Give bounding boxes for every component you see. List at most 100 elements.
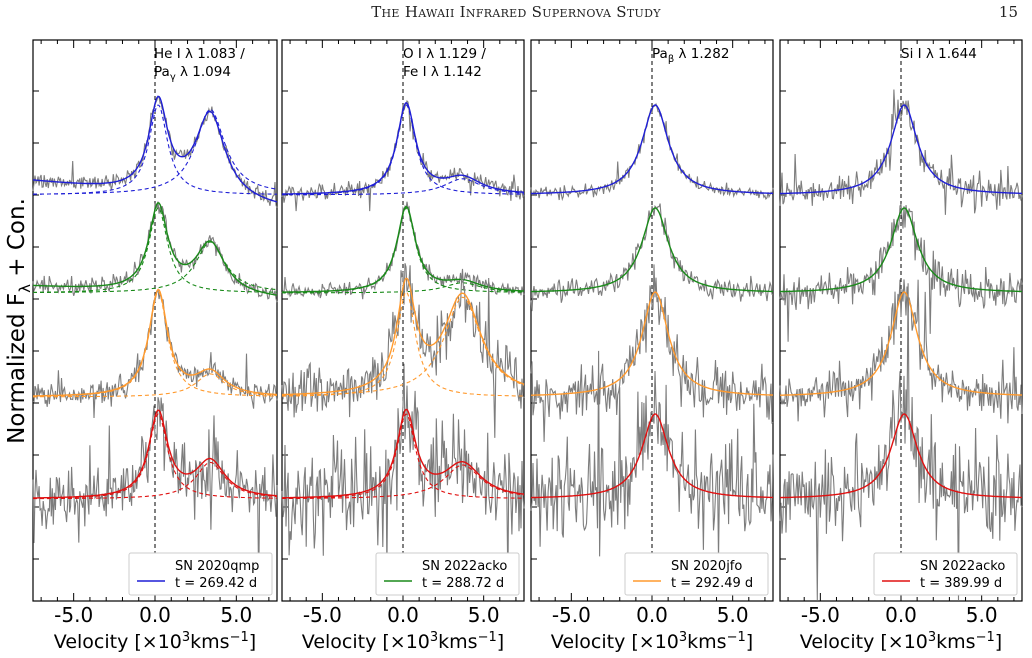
epoch-4-spectrum [32, 397, 278, 590]
data-spectrum-line [530, 264, 774, 442]
component-fit-line [281, 178, 525, 196]
legend-name: SN 2022acko [422, 559, 507, 574]
legend-time: t = 292.49 d [671, 576, 753, 591]
line-id-label: O I λ 1.129 / [403, 46, 486, 62]
total-fit-line [779, 291, 1023, 396]
total-fit-line [33, 288, 278, 397]
legend-name: SN 2022acko [920, 559, 1005, 574]
total-fit-line [531, 413, 773, 499]
data-spectrum-line [281, 263, 525, 438]
total-fit-line [780, 104, 1022, 195]
total-fit-line [530, 291, 774, 396]
epoch-3-spectrum [32, 288, 278, 419]
data-spectrum-line [32, 397, 278, 590]
epoch-3-spectrum [530, 264, 774, 442]
component-fit-line [33, 104, 277, 195]
epoch-1-spectrum [32, 95, 278, 208]
total-fit-line [282, 101, 524, 195]
epoch-4-spectrum [281, 363, 525, 587]
data-spectrum-line [779, 283, 1023, 601]
x-tick-label: 5.0 [220, 603, 252, 627]
legend: SN 2022acko t = 389.99 d [873, 552, 1018, 596]
legend-time: t = 389.99 d [920, 576, 1002, 591]
total-fit-line [33, 202, 278, 296]
x-axis-label: Velocity [×103kms−1] [302, 630, 504, 653]
x-tick-label: -5.0 [54, 603, 93, 627]
x-tick-label: 5.0 [468, 603, 500, 627]
legend-box [873, 552, 1018, 596]
data-spectrum-line [281, 201, 525, 300]
x-tick-label: 5.0 [966, 603, 998, 627]
total-fit-line [282, 277, 525, 396]
epoch-3-spectrum [779, 279, 1023, 424]
component-fit-line [33, 373, 277, 398]
x-axis-label: Velocity [×103kms−1] [54, 630, 256, 653]
data-spectrum-line [779, 203, 1023, 342]
total-fit-line [531, 207, 773, 293]
component-fit-line [33, 461, 277, 500]
component-fit-line [33, 413, 277, 499]
x-tick-label: -5.0 [303, 603, 342, 627]
epoch-2-spectrum [281, 201, 525, 300]
panel-3: -5.0 0.0 5.0 Velocity [×103kms−1] Paβ λ 1.28… [530, 39, 774, 653]
x-tick-label: 0.0 [636, 603, 668, 627]
component-fit-line [33, 291, 277, 397]
total-fit-line [780, 207, 1022, 293]
legend-box [624, 552, 769, 596]
line-id-label: Si I λ 1.644 [901, 46, 977, 62]
x-axis-label: Velocity [×103kms−1] [800, 630, 1002, 653]
epoch-1-spectrum [530, 102, 774, 202]
legend-time: t = 288.72 d [422, 576, 504, 591]
y-axis-label: Normalized Fλ + Con. [4, 198, 34, 444]
component-fit-line [33, 108, 278, 195]
x-axis-label: Velocity [×103kms−1] [551, 630, 753, 653]
line-id-label: Fe I λ 1.142 [403, 64, 482, 80]
epoch-2-spectrum [32, 201, 278, 303]
legend-box [375, 552, 520, 596]
component-fit-line [282, 104, 524, 195]
epoch-2-spectrum [779, 203, 1023, 342]
epoch-4-spectrum [779, 283, 1023, 601]
x-tick-label: 5.0 [717, 603, 749, 627]
running-head: The Hawaii Infrared Supernova Study [371, 3, 661, 21]
total-fit-line [33, 409, 278, 499]
total-fit-line [780, 413, 1022, 499]
panel-2: -5.0 0.0 5.0 Velocity [×103kms−1] O I λ 1.12… [281, 39, 525, 653]
total-fit-line [32, 95, 278, 203]
panel-1: -5.0 0.0 5.0 Velocity [×103kms−1] He I λ 1.0… [32, 39, 278, 653]
legend-time: t = 269.42 d [175, 576, 257, 591]
epoch-1-spectrum [281, 99, 525, 212]
component-fit-line [33, 241, 278, 294]
line-id-label: Paβ λ 1.282 [652, 46, 729, 65]
data-spectrum-line [530, 203, 773, 312]
legend: SN 2020qmp t = 269.42 d [128, 552, 273, 596]
x-tick-label: -5.0 [552, 603, 591, 627]
data-spectrum-line [281, 99, 525, 212]
epoch-1-spectrum [779, 89, 1023, 215]
legend-name: SN 2020qmp [175, 559, 259, 574]
data-spectrum-line [32, 201, 278, 303]
line-id-label: He I λ 1.083 / [154, 46, 245, 62]
x-tick-label: 0.0 [139, 603, 171, 627]
legend-name: SN 2020jfo [671, 559, 742, 574]
component-fit-line [282, 464, 525, 500]
total-fit-line [282, 205, 524, 293]
data-spectrum-line [779, 279, 1023, 424]
component-fit-line [33, 207, 277, 293]
x-tick-label: 0.0 [885, 603, 917, 627]
legend-box [128, 552, 273, 596]
x-tick-label: -5.0 [801, 603, 840, 627]
line-id-label: Paγ λ 1.094 [154, 64, 231, 83]
total-fit-line [531, 104, 773, 195]
component-fit-line [282, 413, 524, 499]
legend: SN 2022acko t = 288.72 d [375, 552, 520, 596]
epoch-4-spectrum [530, 350, 774, 560]
page-number: 15 [998, 3, 1018, 21]
legend: SN 2020jfo t = 292.49 d [624, 552, 769, 596]
total-fit-line [282, 408, 525, 499]
component-fit-line [282, 282, 525, 294]
x-tick-label: 0.0 [387, 603, 419, 627]
panel-4: -5.0 0.0 5.0 Velocity [×103kms−1] Si I λ 1.6… [779, 39, 1023, 653]
epoch-2-spectrum [530, 203, 773, 312]
